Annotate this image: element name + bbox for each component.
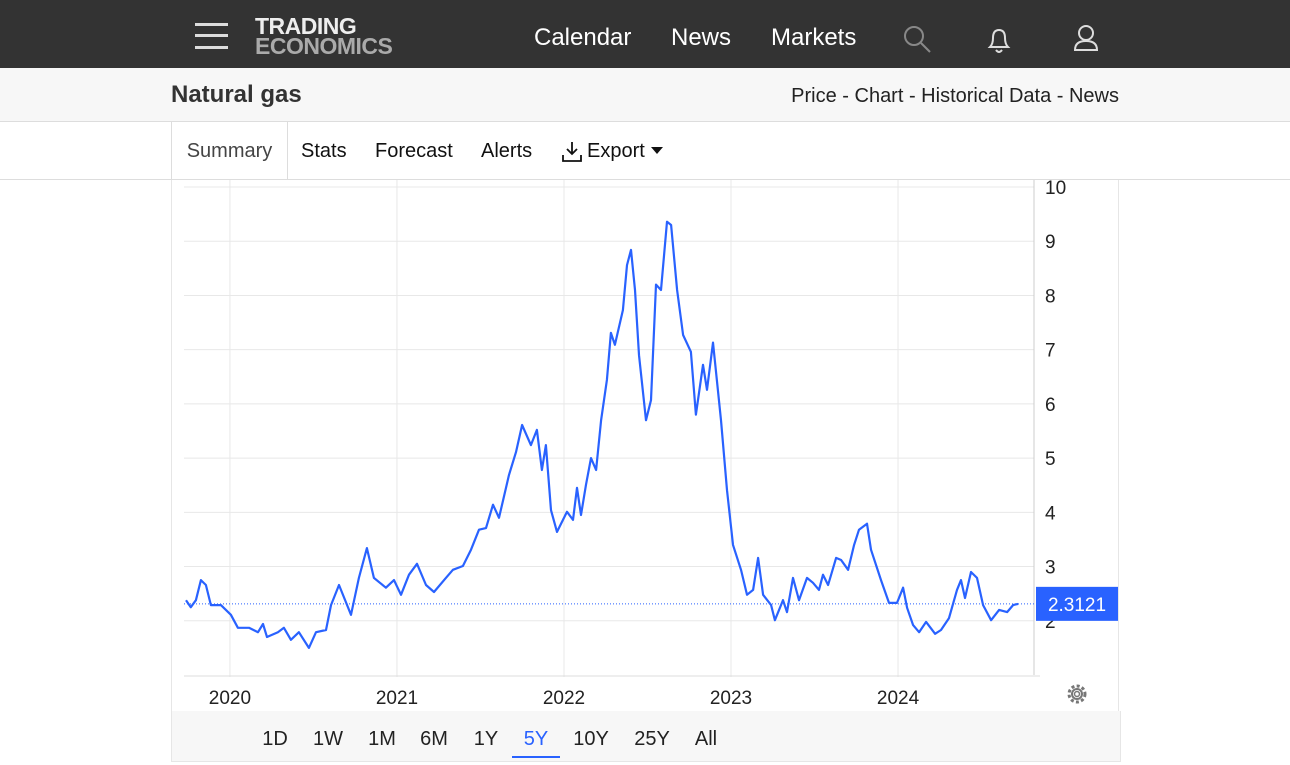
chart: 2 3 4 5 6 7 8 9 10 2020 2021 2022 2023 2024 2.3121 (171, 180, 1119, 711)
x-tick-label: 2023 (710, 688, 752, 709)
tab[interactable]: Stats (301, 140, 347, 162)
tab[interactable]: Summary (171, 122, 288, 179)
y-tick-label: 4 (1045, 503, 1056, 524)
nav-link[interactable]: Calendar (534, 24, 632, 51)
user-icon[interactable] (1072, 24, 1102, 52)
page-links[interactable]: Price - Chart - Historical Data - News (791, 85, 1119, 107)
price-line (185, 220, 1019, 649)
range-button[interactable]: 1W (313, 728, 343, 750)
nav-link[interactable]: News (671, 24, 732, 51)
y-tick-label: 3 (1045, 558, 1056, 579)
dropdown-caret (651, 147, 663, 154)
range-button[interactable]: 1Y (473, 728, 499, 750)
range-button[interactable]: 25Y (634, 728, 670, 750)
x-tick-label: 2024 (877, 688, 920, 709)
active-underline (512, 756, 560, 758)
last-price-badge (1036, 586, 1118, 621)
settings-icon[interactable] (1067, 684, 1087, 704)
bell-icon[interactable] (986, 26, 1014, 56)
y-tick-label: 2 (1045, 612, 1056, 633)
y-tick-label: 8 (1045, 286, 1056, 307)
top-bar: TRADING ECONOMICS Calendar News Markets (0, 0, 1290, 68)
page-title: Natural gas (171, 81, 302, 108)
range-button[interactable]: 5Y (523, 728, 549, 750)
tab[interactable]: Alerts (481, 140, 533, 162)
x-tick-label: 2021 (376, 688, 418, 709)
logo[interactable]: TRADING ECONOMICS (255, 13, 393, 59)
y-tick-label: 6 (1045, 395, 1056, 416)
range-button[interactable]: All (694, 728, 718, 750)
y-tick-label: 9 (1045, 232, 1056, 253)
tab[interactable]: Export (587, 140, 645, 162)
menu-icon[interactable] (195, 22, 229, 50)
range-button[interactable]: 1M (368, 728, 396, 750)
range-button[interactable]: 6M (420, 728, 448, 750)
tab[interactable]: Forecast (375, 140, 453, 162)
range-bar: 1D 1W 1M 6M 1Y 5Y 10Y 25Y All (171, 711, 1121, 762)
range-button[interactable]: 10Y (573, 728, 609, 750)
export-icon (562, 142, 582, 162)
search-icon[interactable] (903, 25, 933, 55)
logo-bottom: ECONOMICS (255, 33, 393, 59)
sub-header: Natural gas Price - Chart - Historical D… (0, 68, 1290, 122)
y-tick-label: 10 (1045, 180, 1066, 199)
y-tick-label: 7 (1045, 341, 1056, 362)
nav-link[interactable]: Markets (771, 24, 857, 51)
x-tick-label: 2022 (543, 688, 585, 709)
tab-bar: Summary Stats Forecast Alerts Export (0, 122, 1290, 180)
y-tick-label: 5 (1045, 449, 1056, 470)
x-tick-label: 2020 (209, 688, 251, 709)
logo-top: TRADING (255, 13, 357, 39)
last-price-label: 2.3121 (1048, 595, 1106, 616)
range-button[interactable]: 1D (262, 728, 288, 750)
